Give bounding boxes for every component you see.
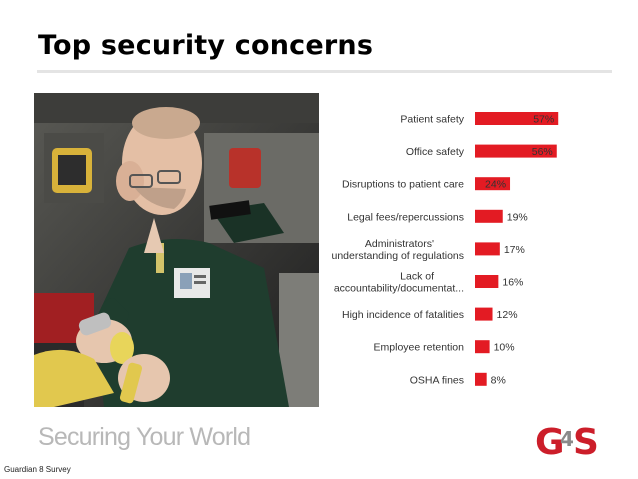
category-label: Disruptions to patient care [342,179,464,191]
source-note: Guardian 8 Survey [4,465,71,474]
category-label: OSHA fines [410,374,464,386]
value-label: 56% [532,146,553,158]
category-label: accountability/documentat... [334,283,464,295]
bar [475,242,500,256]
paramedic-photo [34,93,319,407]
value-label: 12% [497,309,518,321]
bar [475,372,487,386]
bar [475,112,559,125]
category-label: Employee retention [374,342,465,354]
g4s-logo-mark: G 4 S [535,422,599,463]
category-label: High incidence of fatalities [342,309,464,321]
bar [475,340,490,354]
paramedic-illustration [34,93,319,407]
value-label: 16% [502,277,523,289]
g4s-logo: G 4 S [533,416,613,469]
category-label: Lack of [400,271,434,283]
bar [475,144,557,158]
value-label: 19% [507,211,528,223]
value-label: 10% [494,342,515,354]
bar [475,209,503,223]
category-label: Office safety [406,146,465,158]
category-label: Administrators' [365,238,434,250]
bar [475,177,511,191]
value-label: 17% [504,244,525,256]
value-label: 57% [533,114,554,126]
category-label: Legal fees/repercussions [347,211,464,223]
value-label: 8% [491,374,506,386]
svg-text:S: S [573,422,599,463]
bar [475,275,499,288]
title-divider [37,70,612,73]
svg-text:4: 4 [560,427,574,451]
bar [475,307,493,321]
value-label: 24% [485,179,506,191]
page-title: Top security concerns [38,30,374,61]
svg-text:G: G [535,422,562,463]
footer-tagline: Securing Your World [38,423,251,451]
category-label: Patient safety [400,114,464,126]
category-label: understanding of regulations [331,250,464,262]
